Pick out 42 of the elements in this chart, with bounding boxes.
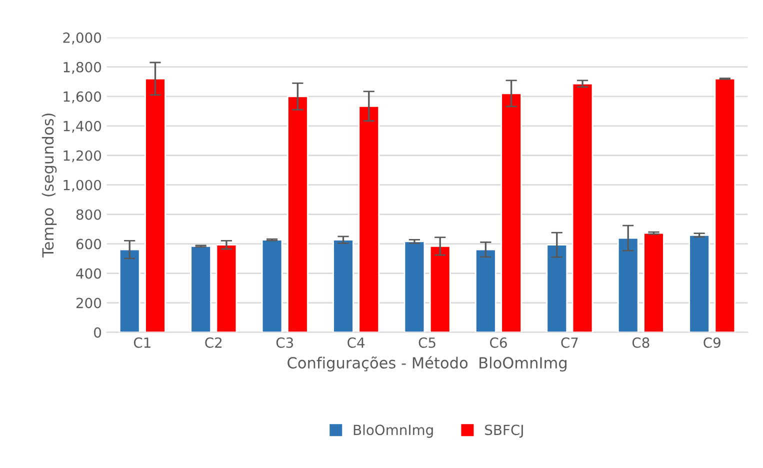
x-tick-label: C7 bbox=[561, 337, 578, 348]
y-tick-label: 600 bbox=[76, 238, 102, 250]
bar bbox=[429, 245, 451, 332]
x-tick-label: C3 bbox=[276, 337, 294, 348]
bar bbox=[261, 239, 283, 332]
bar bbox=[617, 237, 639, 332]
x-tick-label: C8 bbox=[632, 337, 650, 348]
bar bbox=[500, 92, 522, 332]
x-tick-label: C6 bbox=[490, 337, 507, 348]
y-tick-label: 2,000 bbox=[63, 32, 102, 44]
x-tick-label: C2 bbox=[205, 337, 222, 348]
bar bbox=[287, 96, 308, 332]
bar bbox=[144, 78, 166, 332]
bar bbox=[643, 232, 664, 332]
y-tick-label: 1,000 bbox=[64, 180, 102, 192]
bar bbox=[332, 239, 354, 332]
bar bbox=[216, 244, 238, 332]
y-tick-label: 1,800 bbox=[64, 62, 102, 74]
y-tick-label: 400 bbox=[76, 268, 102, 279]
bar bbox=[546, 244, 568, 332]
bar bbox=[475, 248, 496, 332]
x-axis-title: Configurações - Método BloOmnImg bbox=[288, 356, 566, 372]
bar bbox=[404, 240, 426, 332]
legend-label: SBFCJ bbox=[485, 424, 523, 438]
y-tick-label: 800 bbox=[76, 209, 102, 220]
x-tick-label: C5 bbox=[418, 337, 436, 348]
bar bbox=[190, 245, 212, 332]
bar bbox=[688, 234, 710, 332]
x-tick-label: C9 bbox=[704, 337, 720, 348]
y-tick-label: 1,400 bbox=[64, 120, 102, 133]
y-tick-label: 0 bbox=[94, 327, 102, 338]
y-tick-label: 1,200 bbox=[64, 150, 102, 162]
bar bbox=[358, 105, 380, 332]
y-axis-title: Tempo (segundos) bbox=[42, 114, 57, 258]
x-tick-label: C1 bbox=[134, 337, 150, 348]
y-tick-label: 1,600 bbox=[64, 91, 102, 104]
y-tick-label: 200 bbox=[76, 298, 102, 308]
bar bbox=[572, 83, 594, 332]
bar bbox=[118, 248, 140, 332]
legend-label: BloOmnImg bbox=[354, 424, 433, 438]
x-tick-label: C4 bbox=[348, 337, 365, 348]
bar bbox=[714, 78, 736, 332]
